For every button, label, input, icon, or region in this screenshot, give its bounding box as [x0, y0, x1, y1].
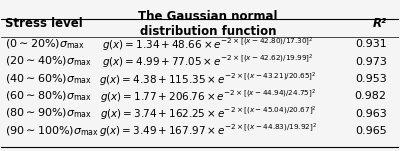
Text: $(90{\sim}100\%)\sigma_{\rm max}$: $(90{\sim}100\%)\sigma_{\rm max}$: [5, 124, 99, 138]
Text: $g(x) = 4.99 + 77.05 \times e^{-2\times[(x-42.62)/19.99]^2}$: $g(x) = 4.99 + 77.05 \times e^{-2\times[…: [102, 53, 314, 70]
Text: R²: R²: [372, 17, 387, 30]
Text: $g(x) = 1.77 + 206.76 \times e^{-2\times[(x-44.94)/24.75]^2}$: $g(x) = 1.77 + 206.76 \times e^{-2\times…: [100, 88, 316, 105]
Text: $(60{\sim}80\%)\sigma_{\rm max}$: $(60{\sim}80\%)\sigma_{\rm max}$: [5, 89, 92, 103]
Text: 0.973: 0.973: [355, 57, 387, 67]
Text: Stress level: Stress level: [5, 17, 83, 30]
Text: 0.931: 0.931: [355, 39, 387, 49]
Text: 0.982: 0.982: [355, 91, 387, 101]
Text: $g(x) = 3.49 + 167.97 \times e^{-2\times[(x-44.83)/19.92]^2}$: $g(x) = 3.49 + 167.97 \times e^{-2\times…: [99, 122, 317, 139]
Text: $(0{\sim}20\%)\sigma_{\rm max}$: $(0{\sim}20\%)\sigma_{\rm max}$: [5, 38, 85, 51]
Text: $g(x) = 4.38 + 115.35 \times e^{-2\times[(x-43.21)/20.65]^2}$: $g(x) = 4.38 + 115.35 \times e^{-2\times…: [99, 70, 317, 88]
Text: 0.953: 0.953: [355, 74, 387, 84]
Text: 0.965: 0.965: [355, 126, 387, 136]
Text: $g(x) = 3.74 + 162.25 \times e^{-2\times[(x-45.04)/20.67]^2}$: $g(x) = 3.74 + 162.25 \times e^{-2\times…: [100, 105, 316, 122]
Text: The Gaussian normal
distribution function: The Gaussian normal distribution functio…: [138, 10, 278, 38]
Text: $(40{\sim}60\%)\sigma_{\rm max}$: $(40{\sim}60\%)\sigma_{\rm max}$: [5, 72, 92, 86]
Text: $(20{\sim}40\%)\sigma_{\rm max}$: $(20{\sim}40\%)\sigma_{\rm max}$: [5, 55, 92, 68]
Text: $g(x) = 1.34 + 48.66 \times e^{-2\times[(x-42.80)/17.30]^2}$: $g(x) = 1.34 + 48.66 \times e^{-2\times[…: [102, 36, 314, 53]
Text: 0.963: 0.963: [355, 109, 387, 119]
Text: $(80{\sim}90\%)\sigma_{\rm max}$: $(80{\sim}90\%)\sigma_{\rm max}$: [5, 107, 92, 120]
